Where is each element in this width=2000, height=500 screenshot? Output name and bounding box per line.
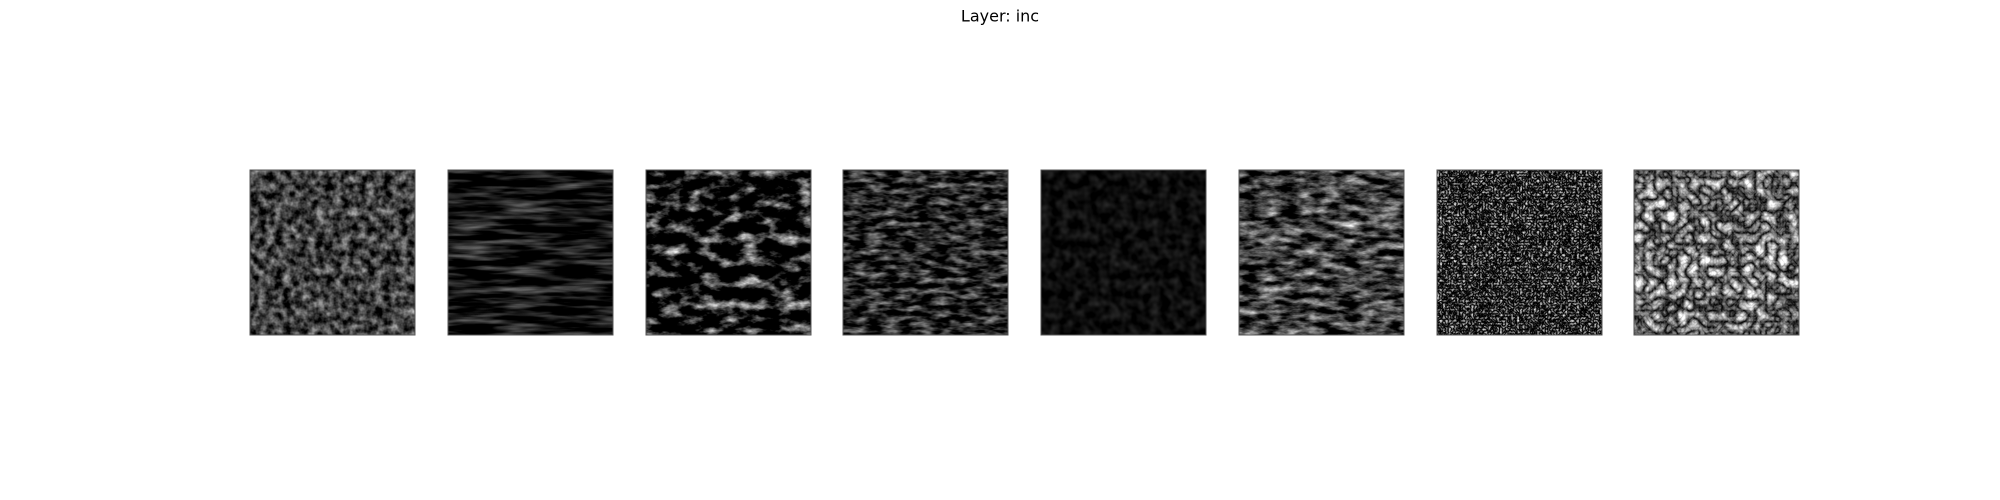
feature-map-border — [1238, 169, 1405, 336]
feature-map-border — [1436, 169, 1603, 336]
figure-title: Layer: inc — [961, 7, 1039, 26]
feature-map-border — [842, 169, 1009, 336]
feature-map — [1041, 170, 1206, 335]
feature-map — [646, 170, 811, 335]
feature-map — [250, 170, 415, 335]
feature-map-border — [249, 169, 416, 336]
feature-map — [1437, 170, 1602, 335]
feature-map — [843, 170, 1008, 335]
feature-map-border — [447, 169, 614, 336]
feature-map-border — [1040, 169, 1207, 336]
feature-map-border — [645, 169, 812, 336]
feature-maps — [249, 169, 1800, 336]
feature-map — [448, 170, 613, 335]
feature-map — [1634, 170, 1799, 335]
feature-map — [1239, 170, 1404, 335]
feature-map-border — [1633, 169, 1800, 336]
